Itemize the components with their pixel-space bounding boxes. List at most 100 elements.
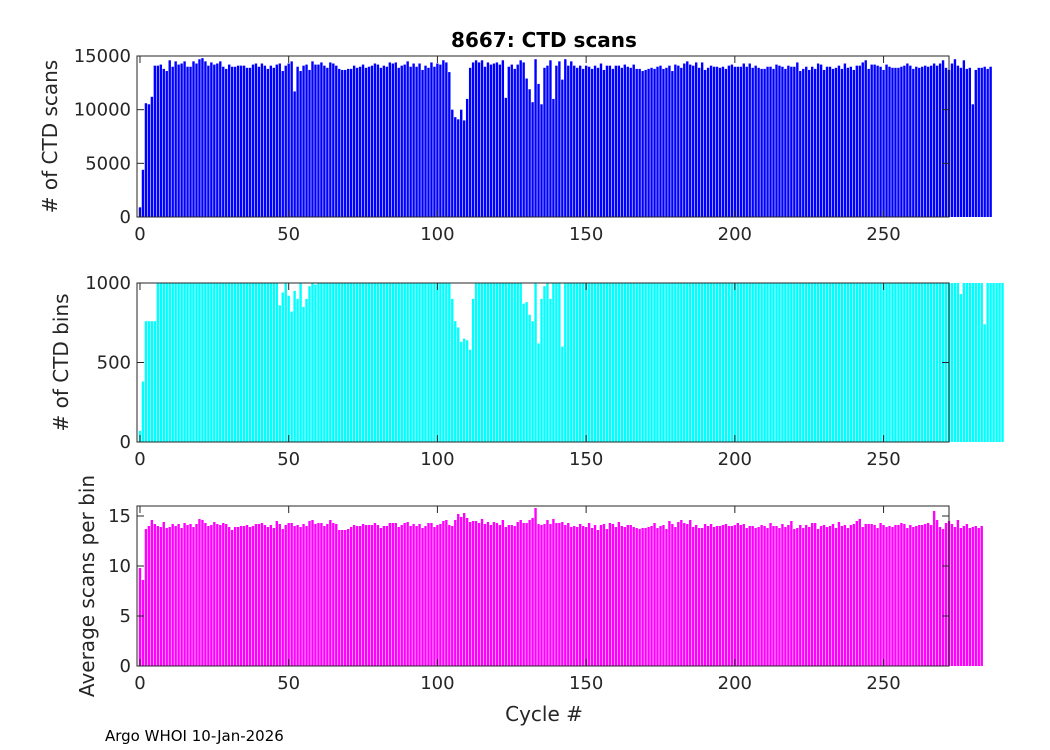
ctd-scans-bar: [629, 67, 632, 217]
ctd-bins-bar: [775, 283, 778, 442]
ctd-scans-bar: [311, 61, 314, 218]
avg-scans-bar: [834, 528, 838, 666]
avg-scans-bar: [326, 524, 329, 666]
avg-scans-bar: [385, 526, 389, 666]
avg-scans-bar: [742, 524, 745, 666]
ctd-bins-bar: [451, 298, 454, 442]
ctd-scans-bar: [888, 66, 891, 217]
ctd-bins-bar: [216, 283, 219, 442]
ctd-scans-bar: [510, 64, 513, 217]
ctd-bins-bar: [516, 283, 519, 442]
avg-scans-bar: [754, 528, 757, 666]
avg-scans-y-tick-label: 0: [120, 656, 131, 677]
ctd-bins-bar: [251, 283, 255, 442]
ctd-bins-bar: [599, 283, 603, 442]
ctd-scans-bar: [430, 62, 433, 217]
ctd-scans-bar: [912, 68, 915, 217]
ctd-scans-bar: [233, 66, 237, 217]
ctd-scans-bar: [177, 64, 180, 217]
ctd-scans-bar: [198, 59, 201, 217]
ctd-bins-bar: [349, 283, 353, 442]
ctd-bins-bar: [183, 283, 186, 442]
avg-scans-bar: [424, 526, 427, 666]
ctd-bins-bar: [233, 283, 237, 442]
ctd-bins-bar: [486, 283, 490, 442]
avg-scans-bar: [144, 529, 148, 666]
avg-scans-bar: [888, 526, 891, 666]
ctd-scans-bar: [192, 61, 195, 218]
avg-scans-bar: [189, 524, 192, 666]
avg-scans-bar: [344, 530, 347, 666]
avg-scans-bar: [451, 526, 454, 666]
ctd-bins-bar: [254, 283, 258, 442]
avg-scans-bar: [335, 524, 338, 666]
ctd-scans-bar: [816, 63, 820, 218]
ctd-scans-bar: [504, 97, 508, 217]
ctd-scans-bar: [641, 71, 644, 217]
ctd-scans-bar: [956, 65, 960, 217]
avg-scans-x-tick-label: 100: [420, 673, 454, 694]
ctd-bins-bar: [784, 283, 787, 442]
ctd-bins-bar: [614, 283, 618, 442]
ctd-bins-bar: [626, 283, 629, 442]
ctd-scans-bar: [501, 60, 505, 217]
avg-scans-bar: [162, 522, 165, 666]
avg-scans-bar: [492, 522, 496, 666]
ctd-bins-bar: [355, 283, 359, 442]
avg-scans-bar: [361, 524, 365, 666]
ctd-scans-bar: [213, 64, 216, 217]
ctd-bins-bar: [903, 283, 906, 442]
avg-scans-bar: [962, 526, 966, 666]
avg-scans-x-tick-label: 150: [569, 673, 603, 694]
ctd-scans-bar: [379, 67, 383, 217]
ctd-scans-bar: [489, 64, 493, 217]
ctd-scans-bar: [638, 68, 641, 217]
avg-scans-bar: [712, 527, 716, 666]
x-axis-label: Cycle #: [505, 702, 583, 726]
ctd-bins-bar: [769, 283, 772, 442]
avg-scans-bar: [198, 519, 201, 666]
ctd-scans-bar: [825, 66, 829, 217]
ctd-bins-bar: [352, 283, 356, 442]
ctd-bins-bar: [471, 298, 475, 442]
ctd-scans-bar: [644, 69, 647, 217]
ctd-bins-bar: [564, 283, 567, 442]
ctd-scans-bar: [635, 68, 638, 217]
ctd-scans-bar: [739, 66, 742, 217]
avg-scans-bar: [239, 526, 243, 666]
avg-scans-bar: [926, 523, 930, 666]
ctd-bins-bar: [269, 283, 273, 442]
avg-scans-bar: [689, 520, 692, 666]
ctd-bins-bar: [799, 283, 802, 442]
ctd-bins-bar: [427, 283, 430, 442]
ctd-bins-bar: [290, 311, 293, 442]
ctd-bins-y-tick-label: 0: [120, 432, 131, 453]
ctd-bins-bar: [424, 283, 427, 442]
ctd-scans-bar: [950, 63, 954, 218]
ctd-bins-bar: [507, 283, 510, 442]
ctd-bins-bar: [311, 283, 314, 442]
ctd-bins-bar: [659, 283, 662, 442]
avg-scans-x-tick-label: 250: [866, 673, 900, 694]
ctd-bins-bar: [760, 283, 763, 442]
avg-scans-bar: [680, 520, 683, 666]
ctd-scans-bar: [400, 65, 403, 217]
avg-scans-bar: [584, 527, 588, 666]
avg-scans-bar: [662, 525, 665, 666]
ctd-bins-bar: [935, 283, 939, 442]
ctd-bins-bar: [537, 343, 540, 442]
avg-scans-bar: [346, 529, 350, 666]
ctd-bins-bar: [974, 283, 977, 442]
ctd-scans-bar: [531, 102, 534, 217]
avg-scans-bar: [445, 520, 448, 666]
ctd-scans-bar: [219, 61, 222, 218]
ctd-bins-bar: [302, 306, 305, 442]
avg-scans-bar: [971, 527, 974, 666]
ctd-scans-bar: [974, 69, 977, 217]
avg-scans-bar: [736, 523, 740, 666]
ctd-scans-bar: [222, 66, 225, 217]
ctd-bins-bar: [959, 294, 963, 442]
ctd-bins-bar: [689, 283, 692, 442]
ctd-bins-y-tick-label: 500: [97, 353, 131, 374]
avg-scans-bar: [219, 525, 222, 666]
